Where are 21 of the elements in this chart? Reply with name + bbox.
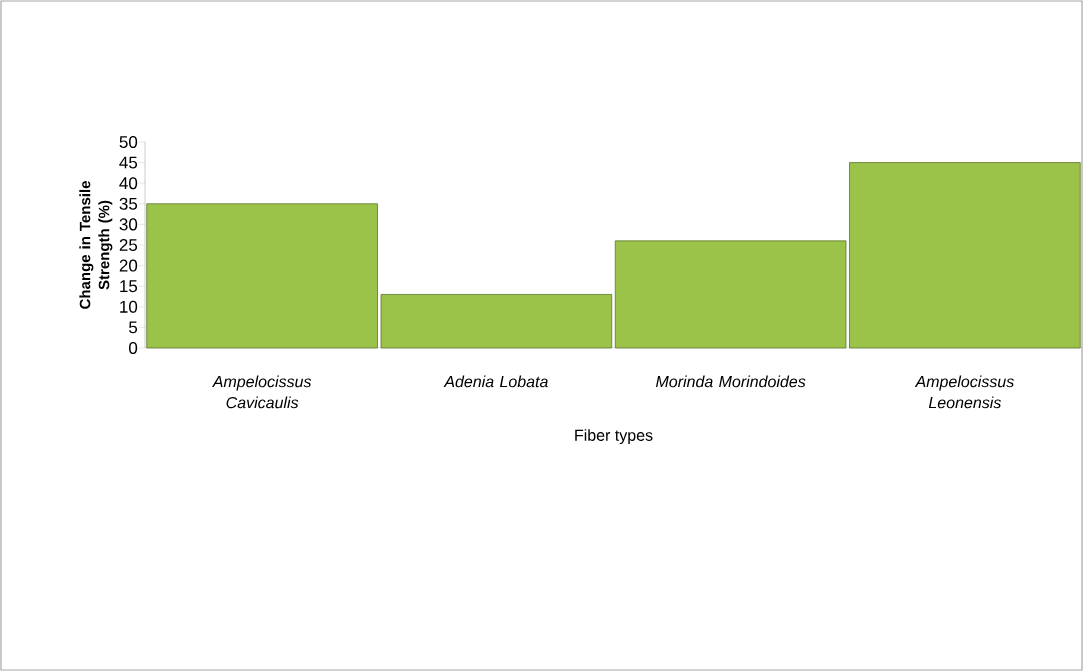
y-tick-label: 5 [129, 321, 138, 334]
x-tick-label: Morinda Morindoides [655, 375, 806, 388]
y-tick-label: 0 [129, 341, 138, 355]
y-tick-label: 10 [120, 300, 138, 313]
y-tick-label: 20 [119, 259, 138, 272]
y-tick-label: 40 [119, 177, 138, 190]
y-tick-label: 50 [119, 135, 138, 149]
x-tick-label: Adenia Lobata [443, 375, 548, 388]
x-tick-label: Ampelocissus Cavicaulis [212, 375, 312, 409]
x-axis-title: Fiber types [575, 429, 653, 445]
bar [380, 294, 613, 349]
y-tick-label: 25 [119, 238, 138, 252]
bar [146, 203, 378, 349]
y-tick-label: 30 [119, 218, 138, 231]
y-tick-label: 15 [120, 280, 138, 293]
bar [614, 240, 847, 349]
y-axis-title: Change in Tensile Strength (%) [79, 181, 113, 309]
y-tick-label: 35 [119, 197, 138, 210]
x-tick-label: Ampelocissus Leonensis [914, 375, 1014, 409]
bar [849, 162, 1081, 349]
y-tick-label: 45 [119, 156, 138, 169]
